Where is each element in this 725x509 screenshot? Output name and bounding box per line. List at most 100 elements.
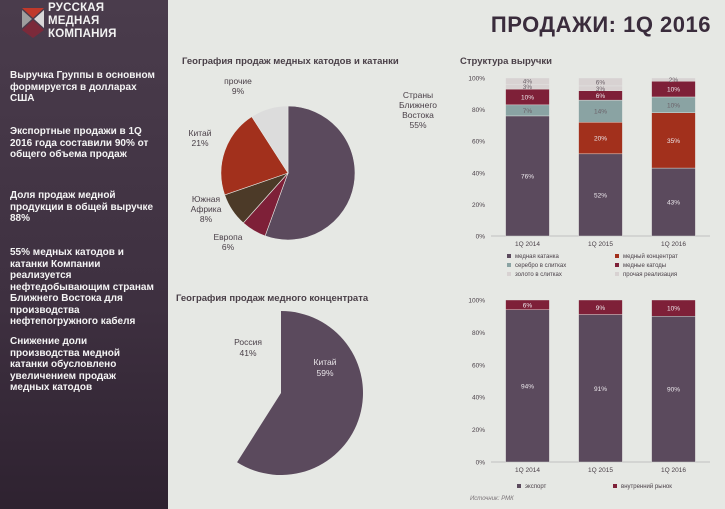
bar-segment [651,112,696,169]
bar-data-label: 14% [594,109,607,116]
bar-data-label: 91% [594,386,607,393]
pie1-slice-value: 8% [200,214,213,224]
bar-data-label: 10% [667,306,680,313]
bar-segment [651,316,696,463]
company-logo-text: РУССКАЯ МЕДНАЯ КОМПАНИЯ [48,2,117,40]
x-tick-label: 1Q 2016 [661,241,686,248]
legend-label: золото в слитках [515,272,562,278]
bar-chart-export-domestic: 0% 20% 40% 60% 80% 100% 94% 6% 1Q 2014 91% 9% 1Q 20… [468,298,710,490]
pie1-slice-label: Европа [214,232,243,242]
y-tick-label: 100% [468,298,485,305]
y-tick-label: 60% [472,139,485,146]
y-tick-label: 80% [472,330,485,337]
y-tick-label: 40% [472,170,485,177]
legend-swatch [507,254,511,258]
pie1-slice-label: Китай [189,128,212,138]
bar-data-label: 6% [596,93,606,100]
bar-data-label: 3% [596,86,606,93]
sidebar-note-4: 55% медных катодов и катанки Компании ре… [10,247,154,327]
legend-label: прочая реализация [623,272,677,278]
pie1-slice-label: прочие [224,76,252,86]
source-note: Источник: РМК [470,496,514,502]
bar-segment [578,77,623,87]
bar-data-label: 9% [596,305,606,312]
legend-swatch [615,254,619,258]
bar-data-label: 10% [667,102,680,109]
bar-segment [578,314,623,463]
pie2-slice-label: Россия [234,337,262,347]
legend-swatch [517,484,521,488]
pie2-slice-label: Китай [314,357,337,367]
bar-data-label: 7% [523,108,533,115]
x-tick-label: 1Q 2014 [515,241,540,248]
legend-swatch [507,263,511,267]
y-tick-label: 100% [468,76,485,83]
bar-segment [651,167,696,237]
pie1-slice-value: 21% [191,138,208,148]
bar-data-label: 43% [667,200,680,207]
sidebar-note-5: Снижение доли производства медной катанк… [10,336,120,393]
pie2-slice-value: 59% [316,368,333,378]
bar-data-label: 35% [667,138,680,145]
bar-data-label: 10% [521,94,534,101]
legend-swatch [615,263,619,267]
legend-label: внутренний рынок [621,483,672,490]
bar-data-label: 4% [523,79,533,86]
pie1-slice-4 [220,116,289,196]
pie1-slice-label: Африка [191,204,222,214]
x-tick-label: 1Q 2015 [588,241,613,248]
y-tick-label: 20% [472,427,485,434]
pie1-slice-label: Южная [192,194,221,204]
sidebar-note-2: Экспортные продажи в 1Q 2016 года состав… [10,126,149,160]
pie2-slice-1 [237,311,363,475]
y-tick-label: 40% [472,395,485,402]
pie1-slice-label: Ближнего [399,100,437,110]
bar-segment [578,299,623,315]
bar-segment [505,77,550,85]
pie2-title: География продаж медного концентрата [176,293,369,304]
bar-data-label: 52% [594,192,607,199]
pie1-slice-value: 9% [232,86,245,96]
bar-data-label: 94% [521,383,534,390]
bar-data-label: 90% [667,387,680,394]
pie1-slice-value: 55% [409,120,426,130]
company-logo-icon [22,8,44,38]
pie1-slice-5 [251,105,289,175]
y-tick-label: 0% [476,460,486,467]
bar-segment [505,115,550,237]
bar-segment [578,122,623,155]
bar-segment [505,309,550,463]
legend-label: экспорт [525,484,547,490]
legend-label: медный концентрат [623,253,678,260]
legend-label: медные катоды [623,263,666,269]
legend-swatch [507,272,511,276]
sidebar-note-3: Доля продаж медной продукции в общей выр… [10,190,154,224]
pie1-slice-label: Востока [402,110,434,120]
y-tick-label: 60% [472,362,485,369]
bar-data-label: 20% [594,136,607,143]
bar-segment [651,299,696,317]
bar-data-label: 6% [596,79,606,86]
bar-data-label: 10% [667,87,680,94]
bar-segment [505,299,550,310]
bar-segment [651,77,696,82]
y-tick-label: 0% [476,234,486,241]
sidebar-note-1: Выручка Группы в основном формируется в … [10,70,155,104]
legend-swatch [613,484,617,488]
bar1-title: Структура выручки [460,56,553,67]
bar-data-label: 6% [523,302,533,309]
pie1-slice-1 [264,105,356,241]
pie1-title: География продаж медных катодов и катанк… [182,56,399,67]
x-tick-label: 1Q 2014 [515,467,540,474]
bar-segment [578,153,623,237]
legend-swatch [615,272,619,276]
pie2-slice-value: 41% [239,348,256,358]
bar-data-label: 2% [669,77,679,84]
legend-label: серебро в слитках [515,263,566,269]
y-tick-label: 20% [472,202,485,209]
x-tick-label: 1Q 2016 [661,467,686,474]
bar-data-label: 3% [523,84,533,91]
x-tick-label: 1Q 2015 [588,467,613,474]
